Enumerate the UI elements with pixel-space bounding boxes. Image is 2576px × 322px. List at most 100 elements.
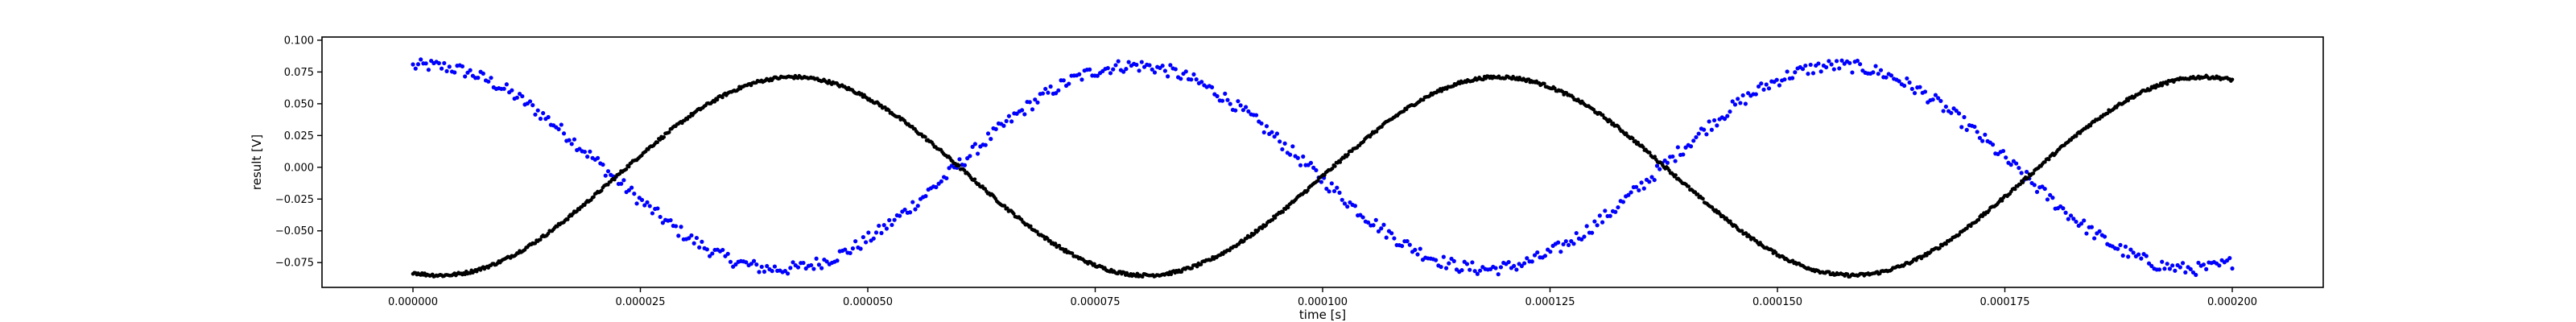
data-point bbox=[1352, 204, 1358, 208]
data-point bbox=[1858, 62, 1863, 67]
data-point bbox=[902, 207, 907, 213]
data-point bbox=[2066, 217, 2070, 221]
data-point bbox=[1475, 271, 1480, 276]
data-point bbox=[1493, 266, 1498, 270]
data-point bbox=[1233, 108, 1238, 113]
data-point bbox=[879, 230, 884, 236]
data-point bbox=[1674, 173, 1678, 177]
data-point bbox=[1790, 76, 1795, 80]
data-point bbox=[572, 137, 577, 142]
data-point bbox=[1649, 175, 1654, 180]
data-point bbox=[1443, 266, 1449, 270]
data-point bbox=[1252, 232, 1257, 236]
data-point bbox=[1418, 246, 1422, 251]
data-point bbox=[850, 246, 856, 251]
data-point bbox=[592, 195, 596, 199]
data-point bbox=[788, 266, 793, 270]
data-point bbox=[1298, 163, 1303, 167]
data-point bbox=[1704, 132, 1709, 137]
data-point bbox=[626, 164, 631, 169]
data-point bbox=[890, 222, 894, 228]
data-point bbox=[520, 93, 525, 99]
data-point bbox=[447, 64, 452, 69]
data-point bbox=[1855, 58, 1860, 64]
data-point bbox=[1626, 192, 1631, 197]
data-point bbox=[1834, 59, 1839, 64]
data-point bbox=[1925, 254, 1929, 258]
data-point bbox=[510, 88, 514, 93]
data-point bbox=[1048, 238, 1052, 243]
data-point bbox=[873, 230, 879, 235]
data-point bbox=[2149, 263, 2154, 269]
data-point bbox=[1077, 72, 1082, 76]
data-point bbox=[1124, 67, 1129, 72]
data-point bbox=[660, 221, 665, 225]
data-point bbox=[968, 154, 972, 159]
data-point bbox=[481, 71, 485, 76]
data-point bbox=[1253, 113, 1259, 118]
data-point bbox=[1831, 67, 1836, 72]
data-point bbox=[1295, 155, 1300, 160]
data-point bbox=[2194, 272, 2198, 278]
data-point bbox=[1022, 112, 1027, 117]
data-point bbox=[2008, 163, 2013, 167]
data-point bbox=[1238, 103, 1243, 108]
data-point bbox=[910, 200, 915, 204]
data-point bbox=[1360, 215, 1365, 220]
y-tick-label: −0.075 bbox=[275, 258, 314, 270]
data-point bbox=[765, 263, 770, 269]
data-point bbox=[1712, 118, 1717, 123]
data-point bbox=[1730, 99, 1735, 104]
data-point bbox=[848, 250, 852, 255]
data-point bbox=[1287, 152, 1293, 157]
data-point bbox=[2162, 266, 2167, 271]
data-point bbox=[1793, 70, 1798, 75]
data-point bbox=[1584, 224, 1589, 229]
data-point bbox=[2160, 259, 2165, 264]
data-point bbox=[1709, 127, 1714, 132]
data-point bbox=[514, 95, 519, 100]
data-point bbox=[1439, 264, 1443, 270]
data-point bbox=[1280, 147, 1285, 152]
data-point bbox=[1630, 136, 1635, 141]
data-point bbox=[1740, 229, 1744, 233]
data-point bbox=[1608, 213, 1612, 218]
data-point bbox=[1532, 253, 1538, 258]
data-point bbox=[2153, 85, 2157, 90]
data-point bbox=[2105, 111, 2110, 116]
data-point bbox=[1571, 242, 1576, 246]
data-point bbox=[1373, 217, 1378, 222]
data-point bbox=[1728, 219, 1732, 224]
data-point bbox=[1215, 93, 1220, 99]
data-point bbox=[1957, 233, 1962, 237]
data-point bbox=[1173, 67, 1178, 72]
data-point bbox=[585, 155, 590, 159]
data-point bbox=[809, 262, 814, 268]
data-point bbox=[439, 66, 444, 71]
data-point bbox=[1301, 154, 1306, 159]
data-point bbox=[2068, 213, 2074, 218]
data-point bbox=[1871, 70, 1876, 75]
data-point bbox=[843, 247, 848, 252]
data-point bbox=[2126, 98, 2131, 103]
data-point bbox=[1977, 135, 1982, 140]
data-point bbox=[486, 79, 491, 84]
data-point bbox=[1816, 61, 1821, 66]
data-point bbox=[621, 178, 626, 183]
data-point bbox=[1542, 81, 1546, 86]
data-point bbox=[989, 137, 993, 142]
data-point bbox=[1972, 124, 1977, 130]
data-point bbox=[1975, 130, 1979, 134]
data-point bbox=[1980, 214, 1985, 218]
data-point bbox=[1459, 268, 1464, 273]
data-point bbox=[1270, 217, 1275, 222]
data-point bbox=[2178, 265, 2182, 270]
data-point bbox=[645, 200, 650, 204]
data-point bbox=[1873, 64, 1878, 68]
data-point bbox=[1228, 101, 1232, 106]
data-point bbox=[923, 194, 928, 199]
data-point bbox=[2000, 199, 2004, 203]
data-point bbox=[762, 269, 767, 275]
data-point bbox=[2074, 134, 2079, 138]
